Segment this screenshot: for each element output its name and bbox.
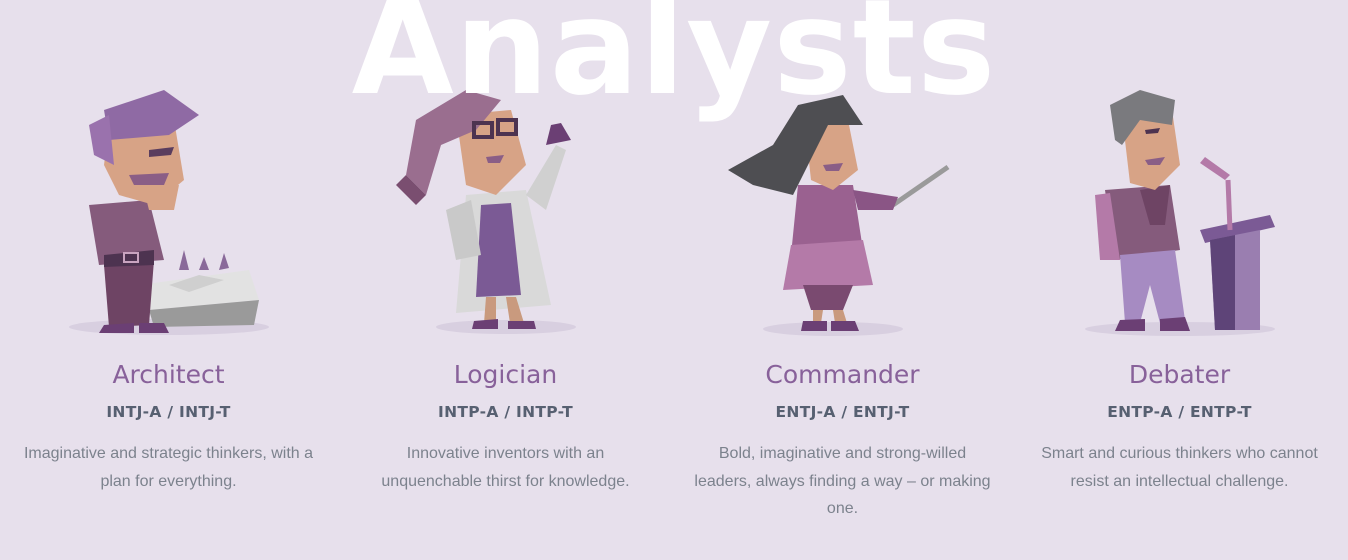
personality-code: ENTJ-A / ENTJ-T: [775, 403, 910, 421]
personality-code: ENTP-A / ENTP-T: [1107, 403, 1252, 421]
commander-illustration: [723, 85, 963, 340]
personality-card-debater[interactable]: Debater ENTP-A / ENTP-T Smart and curiou…: [1011, 0, 1348, 560]
architect-illustration: [49, 85, 289, 340]
personality-description: Smart and curious thinkers who cannot re…: [1041, 445, 1318, 490]
debater-illustration: [1060, 85, 1300, 340]
personality-name[interactable]: Commander: [765, 360, 920, 389]
personality-description: Imaginative and strategic thinkers, with…: [23, 445, 314, 490]
personality-code: INTP-A / INTP-T: [438, 403, 573, 421]
personality-card-architect[interactable]: Architect INTJ-A / INTJ-T Imaginative an…: [0, 0, 337, 560]
personality-description: Innovative inventors with an unquenchabl…: [381, 445, 630, 490]
personality-card-commander[interactable]: Commander ENTJ-A / ENTJ-T Bold, imaginat…: [674, 0, 1011, 560]
personality-description: Bold, imaginative and strong-willed lead…: [694, 445, 991, 517]
personality-code: INTJ-A / INTJ-T: [106, 403, 231, 421]
section-title: Analysts: [351, 0, 997, 125]
personality-name[interactable]: Architect: [112, 360, 225, 389]
personality-card-logician[interactable]: Logician INTP-A / INTP-T Innovative inve…: [337, 0, 674, 560]
logician-illustration: [386, 85, 626, 340]
personality-name[interactable]: Logician: [453, 360, 558, 389]
personality-name[interactable]: Debater: [1128, 360, 1231, 389]
